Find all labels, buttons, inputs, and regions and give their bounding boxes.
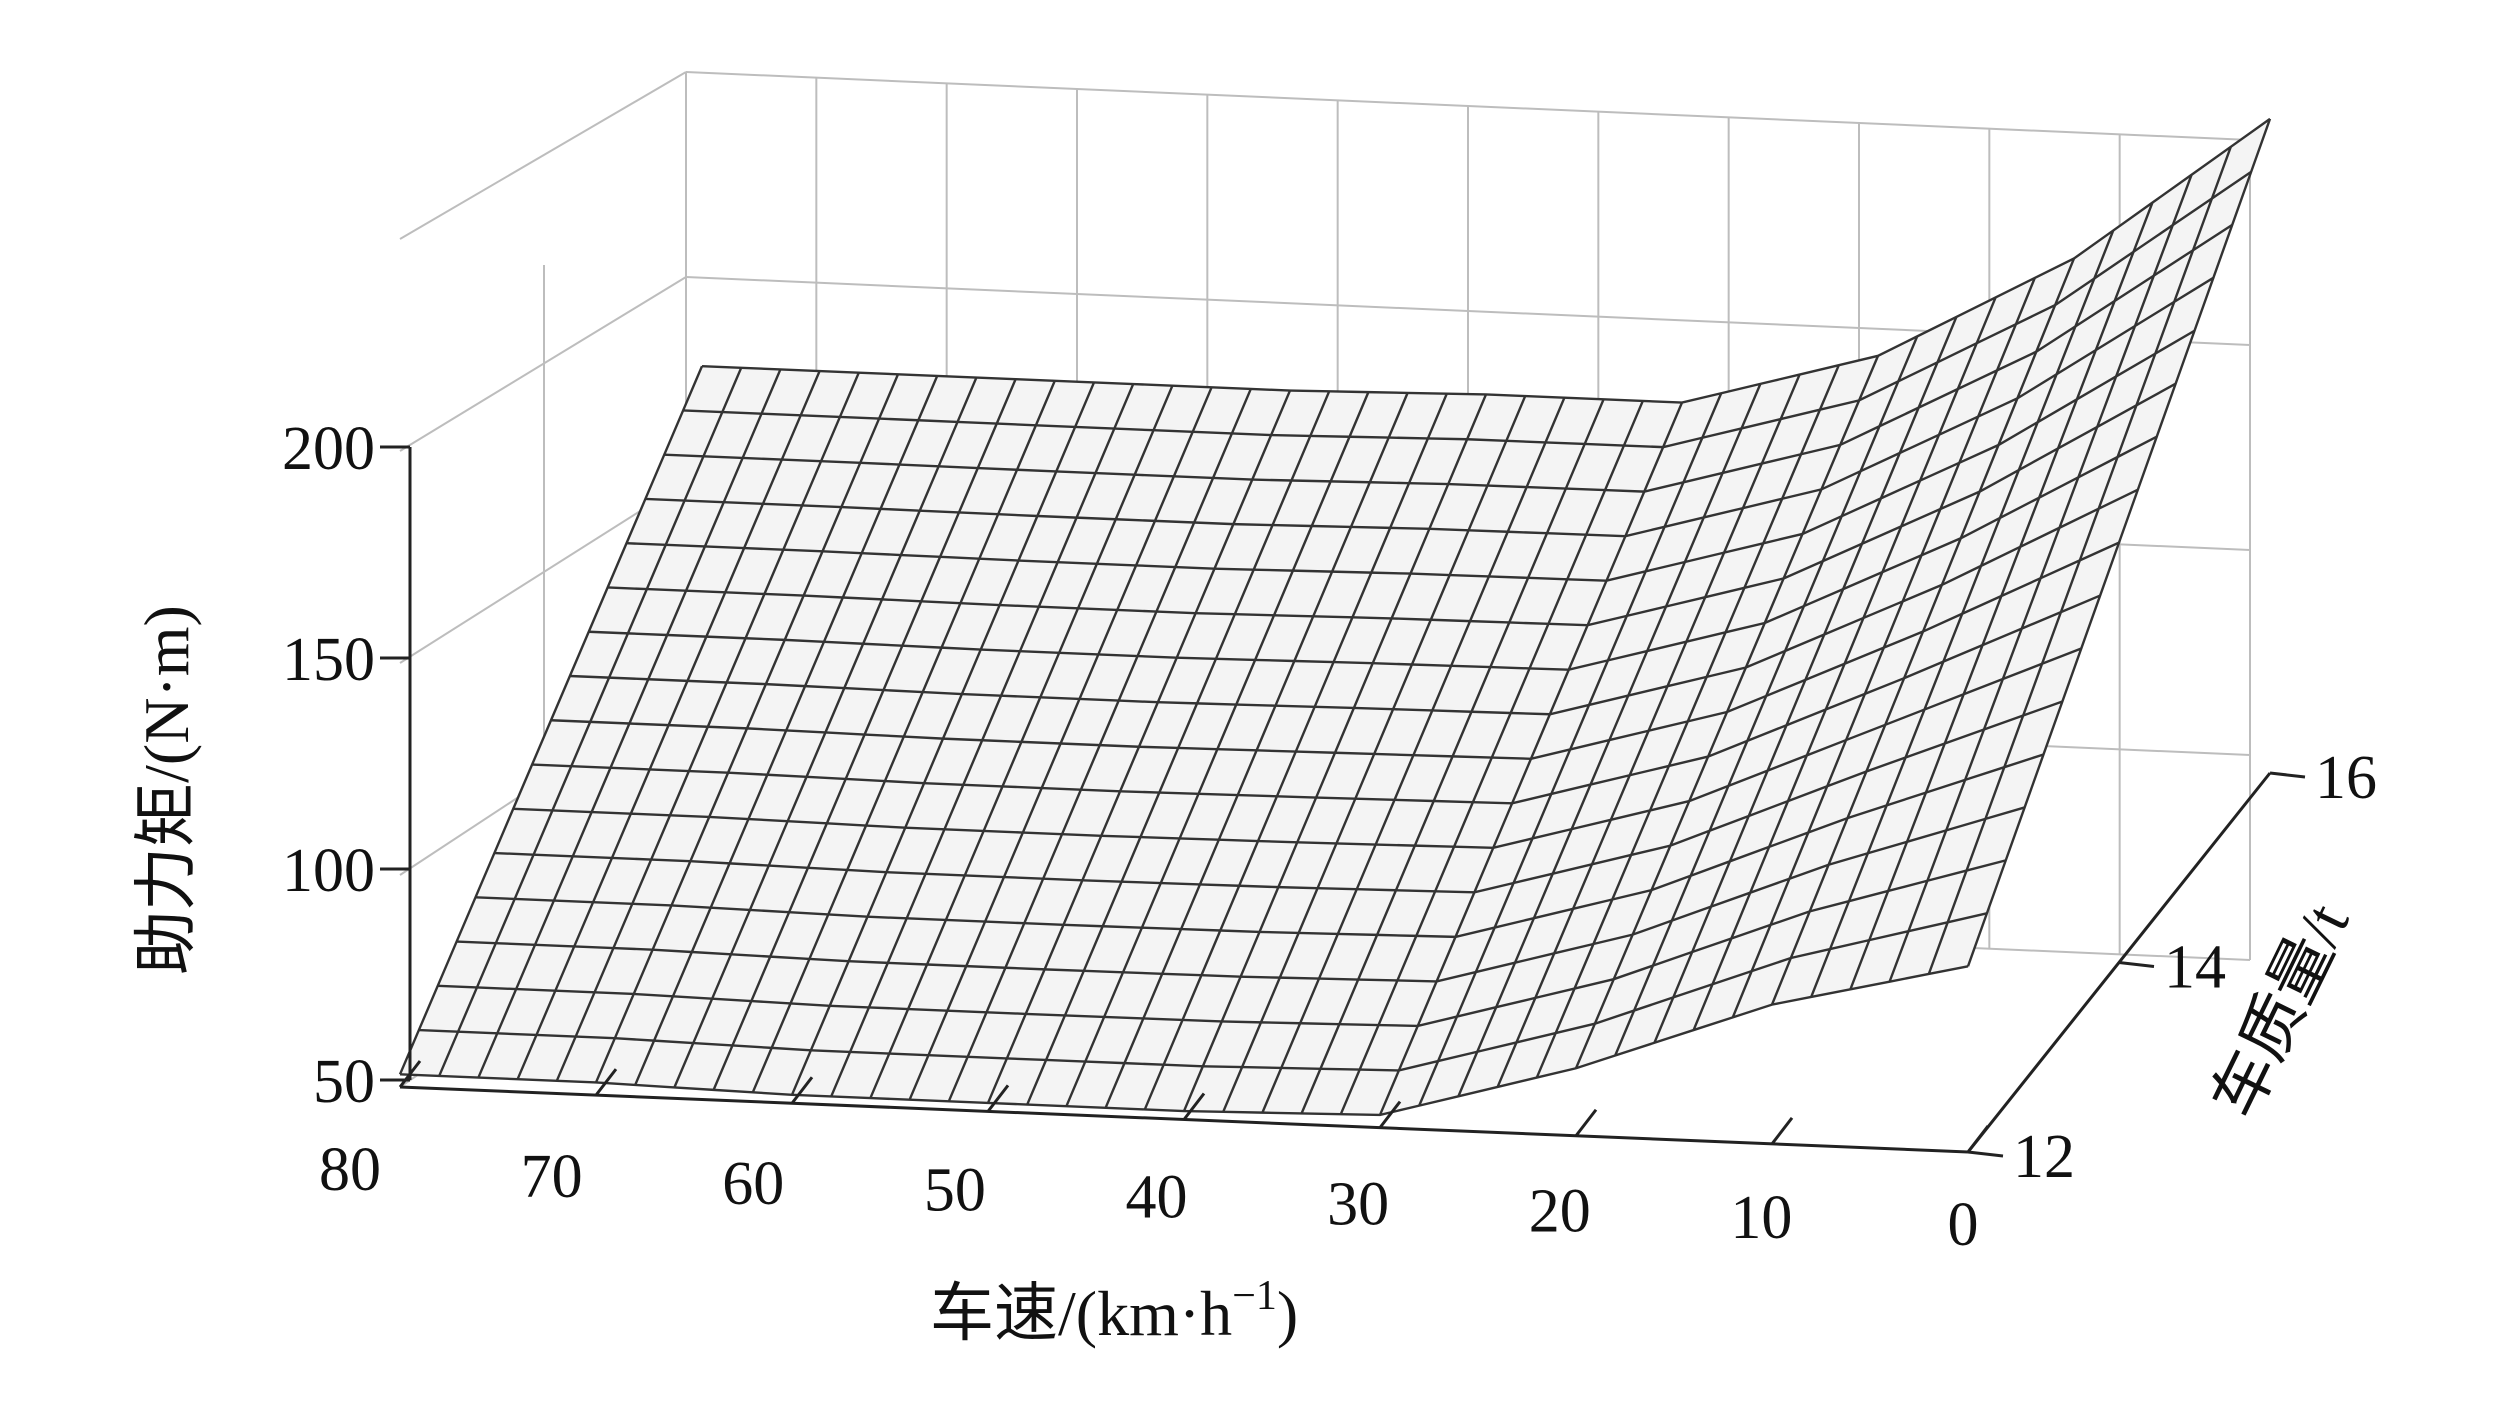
x-tick-mark bbox=[1182, 1092, 1206, 1121]
z-tick-label: 50 bbox=[313, 1048, 375, 1116]
y-tick-label: 16 bbox=[2315, 744, 2377, 812]
mesh-mass-line bbox=[399, 965, 1969, 1117]
mesh-mass-line bbox=[494, 700, 2063, 894]
mesh-mass-line bbox=[456, 806, 2025, 983]
x-tick-mark bbox=[986, 1084, 1010, 1113]
mesh-mass-line bbox=[701, 117, 2271, 404]
y-tick-mark bbox=[2118, 961, 2155, 968]
mesh-mass-line bbox=[645, 276, 2215, 538]
x-tick-label: 80 bbox=[319, 1136, 381, 1204]
x-tick-label: 10 bbox=[1730, 1184, 1792, 1252]
z-tick-label: 150 bbox=[282, 626, 375, 694]
mesh-mass-line bbox=[532, 594, 2101, 805]
x-axis-title: 车速/(km·h−1) bbox=[930, 1273, 1298, 1349]
mesh-mass-line bbox=[626, 329, 2196, 582]
y-tick-mark bbox=[1967, 1150, 2004, 1158]
x-tick-label: 50 bbox=[924, 1157, 986, 1225]
z-tick-label: 200 bbox=[282, 415, 375, 483]
mesh-mass-line bbox=[607, 382, 2177, 627]
x-tick-label: 30 bbox=[1327, 1170, 1389, 1238]
mesh-mass-line bbox=[475, 753, 2044, 939]
mesh-mass-line bbox=[437, 859, 2007, 1028]
x-tick-mark bbox=[398, 1060, 422, 1088]
x-axis-title-superscript: −1 bbox=[1232, 1273, 1277, 1319]
mesh-mass-line bbox=[550, 541, 2120, 760]
mesh-mass-line bbox=[588, 435, 2158, 671]
mesh-mass-line bbox=[664, 223, 2233, 493]
mesh-mass-line bbox=[569, 488, 2139, 716]
mesh-mass-line bbox=[683, 170, 2252, 449]
surface-mesh bbox=[398, 117, 2272, 1117]
y-tick-label: 12 bbox=[2013, 1123, 2075, 1191]
x-tick-mark bbox=[1770, 1116, 1794, 1145]
grid-line-left-250 bbox=[399, 71, 687, 240]
y-tick-label: 14 bbox=[2164, 934, 2226, 1002]
mesh-mass-line bbox=[513, 647, 2082, 850]
y-axis-title: 车质量/t bbox=[2199, 893, 2363, 1129]
x-tick-label: 20 bbox=[1529, 1177, 1591, 1245]
z-tick-label: 100 bbox=[282, 837, 375, 905]
x-tick-label: 60 bbox=[722, 1150, 784, 1218]
x-tick-mark bbox=[594, 1068, 618, 1097]
x-tick-label: 70 bbox=[521, 1143, 583, 1211]
x-tick-label: 40 bbox=[1126, 1164, 1188, 1232]
x-tick-mark bbox=[1378, 1100, 1402, 1129]
mesh-mass-line bbox=[418, 912, 1988, 1072]
x-tick-label: 0 bbox=[1948, 1191, 1979, 1259]
y-tick-mark bbox=[2269, 771, 2306, 779]
x-tick-mark bbox=[790, 1076, 814, 1105]
x-tick-mark bbox=[1574, 1108, 1598, 1137]
x-tick-mark bbox=[1966, 1125, 1990, 1153]
z-axis-title: 助力矩/(N·m) bbox=[131, 605, 202, 975]
